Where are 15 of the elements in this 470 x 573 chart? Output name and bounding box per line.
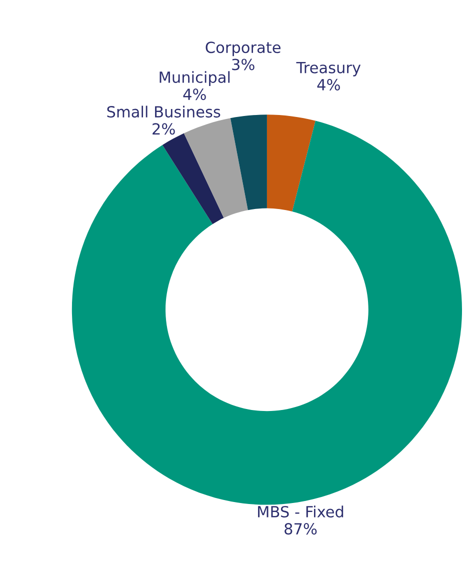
donut-slice [230,114,267,210]
slice-label: Municipal [160,71,230,86]
slice-label: Corporate [206,42,280,56]
donut-slice [184,118,248,218]
slice-label: MBS - Fixed [258,506,344,518]
data-label: 4% [317,78,340,90]
data-label: 2% [152,123,175,135]
data-label: 3% [232,58,254,70]
data-label: 87% [284,523,317,535]
data-label: 4% [183,88,206,100]
donut-slice [162,133,224,224]
slice-label: Small Business [107,106,220,118]
slice-label: Treasury [296,62,361,76]
donut-slice [266,114,316,212]
donut-slice [72,120,462,505]
